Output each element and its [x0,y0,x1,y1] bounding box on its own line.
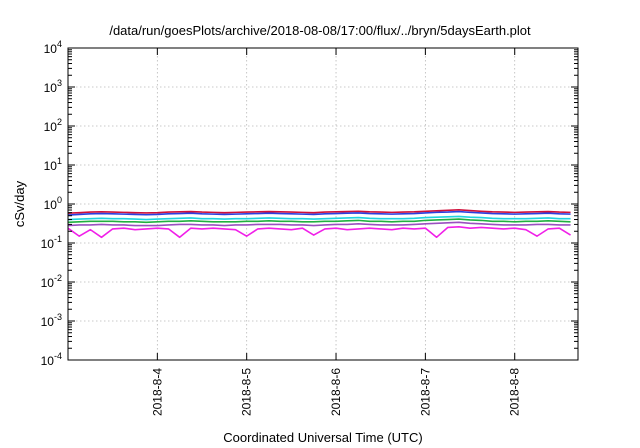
series-line [67,215,571,221]
x-axis-label: Coordinated Universal Time (UTC) [223,430,422,445]
series-layer [67,209,571,239]
series-line [67,209,571,215]
x-tick-label: 2018-8-8 [508,368,522,416]
y-tick-label: 102 [44,117,62,134]
y-axis-label: cSv/day [12,180,27,227]
y-tick-label: 103 [44,78,62,95]
x-tick-label: 2018-8-6 [329,368,343,416]
series-line [67,226,571,239]
x-tick-label: 2018-8-4 [150,368,164,416]
y-tick-label: 100 [44,195,62,212]
chart-title: /data/run/goesPlots/archive/2018-08-08/1… [109,23,531,38]
x-axis: 2018-8-4 2018-8-5 2018-8-6 2018-8-7 2018-8-8 [150,48,522,416]
x-tick-label: 2018-8-7 [418,368,432,416]
y-tick-label: 10-2 [41,273,62,290]
y-axis: 10-4 10-3 10-2 10-1 100 101 102 103 104 [41,39,578,368]
y-tick-label: 101 [44,156,62,173]
y-tick-label: 10-1 [41,234,62,251]
x-tick-label: 2018-8-5 [240,368,254,416]
y-tick-label: 10-4 [41,351,62,368]
y-tick-label: 10-3 [41,312,62,329]
series-line [67,221,571,227]
y-tick-label: 104 [44,39,62,56]
series-line [67,218,571,224]
series-line [67,210,571,216]
grid-lines [68,48,578,360]
